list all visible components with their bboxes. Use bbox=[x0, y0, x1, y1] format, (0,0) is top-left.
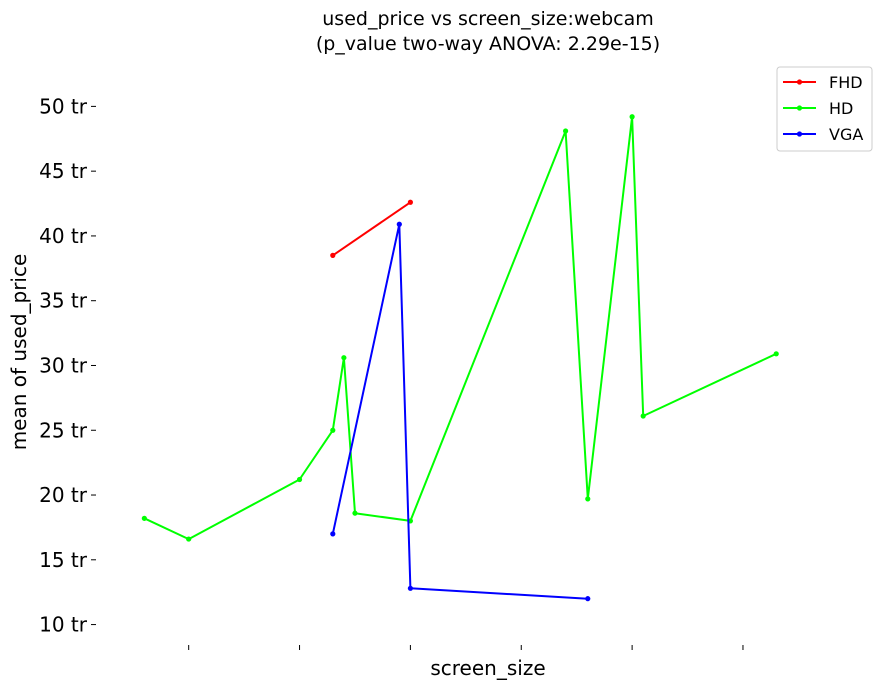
data-point-hd bbox=[352, 510, 358, 516]
plot-series bbox=[141, 114, 779, 602]
legend-label-vga: VGA bbox=[829, 125, 863, 144]
x-axis-label: screen_size bbox=[430, 656, 545, 680]
y-axis-label: mean of used_price bbox=[7, 254, 31, 451]
legend-label-fhd: FHD bbox=[829, 73, 863, 92]
data-point-hd bbox=[563, 128, 569, 134]
chart-title: used_price vs screen_size:webcam bbox=[322, 8, 654, 30]
y-tick-label: 20 tr bbox=[39, 483, 88, 507]
y-tick-label: 50 tr bbox=[39, 94, 88, 118]
legend: FHD HD VGA bbox=[776, 66, 873, 152]
legend-label-hd: HD bbox=[829, 99, 853, 118]
data-point-hd bbox=[773, 351, 779, 357]
series-line-vga bbox=[331, 223, 588, 600]
y-axis: 10 tr 15 tr 20 tr 25 tr 30 tr 35 tr 40 tr 45 tr… bbox=[39, 94, 96, 637]
x-axis bbox=[188, 645, 744, 650]
data-point-hd bbox=[330, 427, 336, 433]
y-tick-label: 15 tr bbox=[39, 548, 88, 572]
data-point-vga bbox=[330, 531, 336, 537]
data-point-hd bbox=[186, 536, 192, 542]
data-point-hd bbox=[141, 515, 147, 521]
y-tick-label: 10 tr bbox=[39, 613, 88, 637]
y-tick-label: 45 tr bbox=[39, 159, 88, 183]
data-point-fhd bbox=[330, 252, 336, 258]
data-point-fhd bbox=[407, 199, 413, 205]
data-point-vga bbox=[407, 585, 413, 591]
data-point-vga bbox=[585, 596, 591, 602]
chart-subtitle: (p_value two-way ANOVA: 2.29e-15) bbox=[316, 33, 660, 55]
y-tick-label: 25 tr bbox=[39, 418, 88, 442]
data-point-hd bbox=[629, 114, 635, 120]
data-point-hd bbox=[341, 355, 347, 361]
legend-marker-hd bbox=[796, 105, 803, 111]
legend-marker-fhd bbox=[796, 79, 803, 85]
y-tick-label: 35 tr bbox=[39, 289, 88, 313]
data-point-hd bbox=[640, 413, 646, 419]
y-tick-label: 30 tr bbox=[39, 353, 88, 377]
series-line-fhd bbox=[332, 201, 411, 257]
legend-marker-vga bbox=[796, 131, 803, 137]
data-point-vga bbox=[396, 221, 402, 227]
data-point-hd bbox=[585, 496, 591, 502]
data-point-hd bbox=[296, 476, 303, 483]
series-line-hd bbox=[143, 115, 777, 541]
legend-frame bbox=[776, 66, 873, 152]
y-tick-label: 40 tr bbox=[39, 224, 88, 248]
